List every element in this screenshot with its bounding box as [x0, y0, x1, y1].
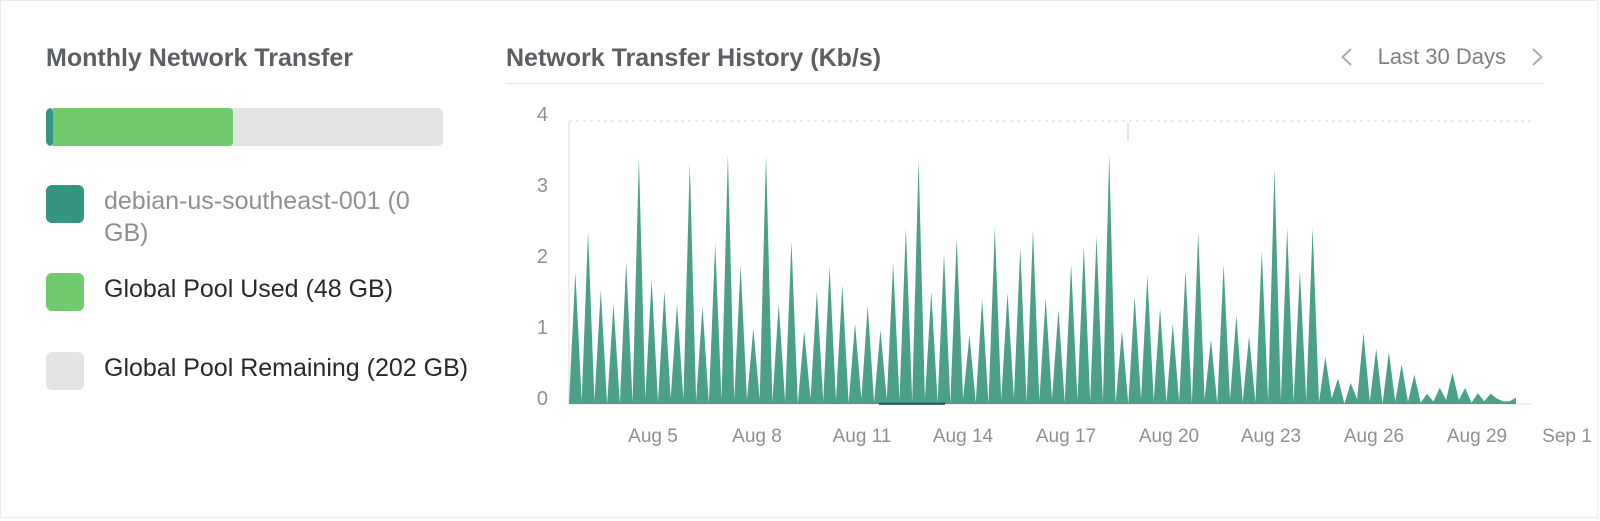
svg-text:Aug 20: Aug 20 [1139, 426, 1199, 447]
svg-text:1: 1 [537, 317, 548, 339]
svg-text:Sep 1: Sep 1 [1542, 426, 1592, 447]
svg-text:Aug 17: Aug 17 [1036, 426, 1096, 447]
svg-text:4: 4 [537, 104, 548, 126]
svg-text:Aug 11: Aug 11 [833, 426, 892, 447]
svg-text:3: 3 [537, 175, 548, 197]
svg-text:0: 0 [537, 388, 548, 410]
svg-text:2: 2 [537, 246, 548, 268]
svg-text:Aug 26: Aug 26 [1344, 426, 1404, 447]
svg-text:Aug 29: Aug 29 [1447, 426, 1507, 447]
svg-text:Aug 23: Aug 23 [1241, 426, 1301, 447]
svg-text:Aug 14: Aug 14 [933, 426, 994, 447]
svg-text:Aug 5: Aug 5 [628, 426, 678, 447]
svg-text:Aug 8: Aug 8 [732, 426, 782, 447]
